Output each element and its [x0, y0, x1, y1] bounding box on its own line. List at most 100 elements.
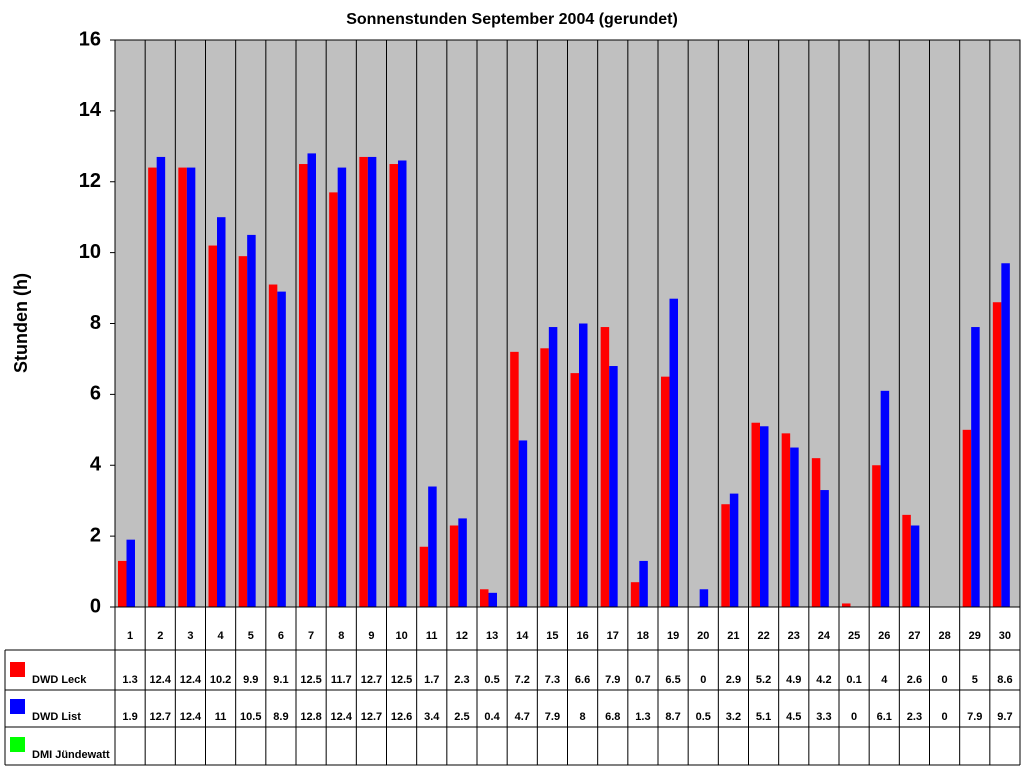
- bar: [277, 291, 286, 607]
- table-value: 0.7: [635, 674, 650, 686]
- table-value: 12.7: [361, 711, 382, 723]
- bar: [790, 447, 799, 607]
- y-tick-label: 4: [90, 454, 102, 476]
- table-value: 7.3: [545, 674, 560, 686]
- table-value: 10.5: [240, 711, 261, 723]
- bar: [238, 256, 248, 607]
- bar: [419, 546, 429, 607]
- bar: [609, 366, 618, 607]
- y-tick-label: 2: [90, 524, 101, 546]
- chart-title: Sonnenstunden September 2004 (gerundet): [346, 11, 678, 28]
- table-value: 6.6: [575, 674, 590, 686]
- table-value: 3.3: [816, 711, 831, 723]
- table-value: 2.3: [907, 711, 922, 723]
- x-tick-label: 2: [157, 630, 163, 642]
- table-value: 5.2: [756, 674, 771, 686]
- bar: [699, 589, 709, 607]
- x-tick-label: 6: [278, 630, 284, 642]
- table-value: 12.7: [361, 674, 382, 686]
- table-value: 3.2: [726, 711, 741, 723]
- x-tick-label: 5: [248, 630, 254, 642]
- bar: [729, 493, 739, 607]
- bar: [992, 302, 1002, 607]
- legend-swatch: [10, 699, 25, 714]
- legend-label: DWD Leck: [32, 674, 87, 686]
- table-value: 12.5: [300, 674, 321, 686]
- table-value: 12.4: [150, 674, 172, 686]
- x-tick-label: 28: [938, 630, 950, 642]
- bar: [600, 327, 610, 607]
- x-tick-label: 27: [908, 630, 920, 642]
- table-value: 4.2: [816, 674, 831, 686]
- table-value: 12.5: [391, 674, 412, 686]
- table-value: 0.1: [846, 674, 861, 686]
- table-value: 12.6: [391, 711, 412, 723]
- bar: [389, 164, 398, 607]
- y-tick-label: 8: [90, 312, 101, 334]
- x-tick-label: 7: [308, 630, 314, 642]
- bar: [510, 351, 519, 607]
- bar: [962, 429, 972, 607]
- bar: [760, 426, 769, 607]
- legend-swatch: [10, 737, 25, 752]
- table-value: 0: [942, 674, 948, 686]
- bar: [902, 514, 911, 607]
- y-tick-label: 12: [79, 170, 101, 192]
- bar: [217, 217, 226, 607]
- table-value: 7.9: [967, 711, 982, 723]
- table-value: 11: [215, 711, 227, 723]
- bar: [299, 164, 308, 607]
- table-value: 7.9: [605, 674, 620, 686]
- x-tick-label: 3: [187, 630, 193, 642]
- table-value: 4.7: [515, 711, 530, 723]
- table-value: 8.9: [273, 711, 288, 723]
- bar: [570, 373, 579, 607]
- table-value: 6.5: [665, 674, 680, 686]
- bar: [307, 153, 316, 607]
- table-value: 9.7: [997, 711, 1012, 723]
- x-tick-label: 1: [127, 630, 133, 642]
- bar: [721, 504, 730, 607]
- x-tick-label: 20: [697, 630, 709, 642]
- bar: [540, 348, 549, 607]
- y-tick-label: 14: [79, 99, 102, 121]
- table-value: 12.8: [300, 711, 321, 723]
- x-tick-label: 12: [456, 630, 468, 642]
- bar: [398, 160, 407, 608]
- bar: [337, 167, 347, 607]
- table-value: 12.4: [331, 711, 353, 723]
- table-value: 4: [881, 674, 888, 686]
- bar: [1001, 263, 1010, 607]
- x-tick-label: 10: [395, 630, 407, 642]
- x-tick-label: 25: [848, 630, 860, 642]
- x-tick-label: 15: [546, 630, 558, 642]
- y-tick-label: 0: [90, 595, 101, 617]
- bar: [811, 458, 821, 607]
- bar: [118, 560, 127, 607]
- table-value: 1.9: [122, 711, 137, 723]
- x-tick-label: 30: [999, 630, 1011, 642]
- legend-swatch: [10, 662, 25, 677]
- bar: [661, 376, 670, 607]
- bar: [208, 245, 217, 607]
- table-value: 5: [972, 674, 978, 686]
- y-axis-title: Stunden (h): [11, 273, 31, 373]
- x-tick-label: 13: [486, 630, 498, 642]
- bar: [449, 525, 459, 607]
- table-value: 4.9: [786, 674, 801, 686]
- bar: [579, 323, 588, 607]
- bar: [880, 390, 890, 607]
- x-tick-label: 21: [727, 630, 739, 642]
- bar: [428, 486, 437, 607]
- table-value: 0.5: [696, 711, 711, 723]
- table-value: 0: [700, 674, 706, 686]
- bar: [910, 525, 920, 607]
- table-value: 11.7: [331, 674, 352, 686]
- bar: [268, 284, 278, 607]
- table-value: 9.9: [243, 674, 258, 686]
- table-value: 9.1: [273, 674, 288, 686]
- x-tick-label: 23: [788, 630, 800, 642]
- table-value: 8.7: [665, 711, 680, 723]
- table-value: 3.4: [424, 711, 440, 723]
